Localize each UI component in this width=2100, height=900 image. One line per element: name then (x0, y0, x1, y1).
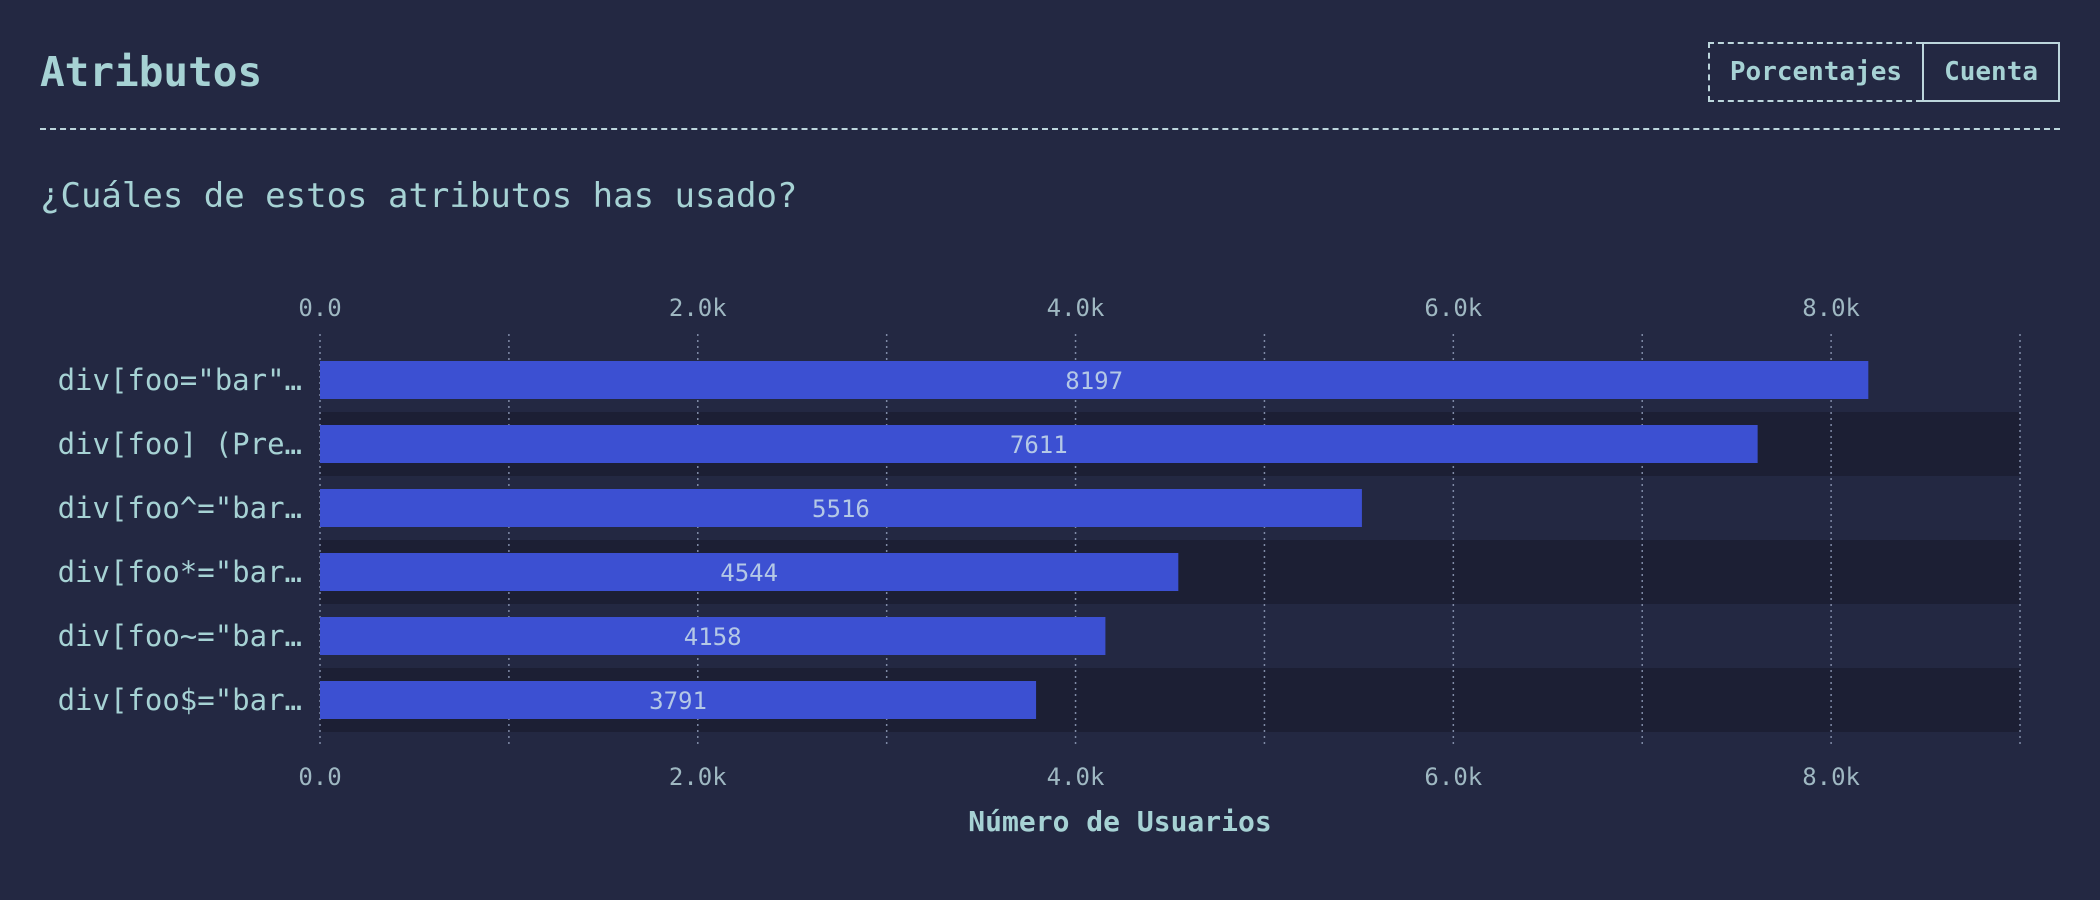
category-label: div[foo*="bar… (58, 555, 302, 589)
bar (320, 553, 1179, 591)
bar-value-label: 4158 (684, 623, 742, 651)
x-tick-label-top: 4.0k (1047, 294, 1105, 322)
count-toggle-button[interactable]: Cuenta (1922, 42, 2060, 102)
percentages-toggle-button[interactable]: Porcentajes (1707, 42, 1923, 102)
labels: 0.0 0.0 2.0k 2.0k 4.0k 4.0k 6.0k 6.0k 8.0k 8.0k 81… (58, 294, 1861, 838)
x-tick-label-top: 0.0 (298, 294, 341, 322)
bar (320, 617, 1106, 655)
x-axis-title: Número de Usuarios (968, 805, 1271, 838)
bar (320, 681, 1037, 719)
bar-chart: 0.0 0.0 2.0k 2.0k 4.0k 4.0k 6.0k 6.0k 8.0k 8.0k 81… (58, 294, 2021, 838)
bar (320, 361, 1869, 399)
category-label: div[foo="bar"… (58, 363, 302, 397)
x-tick-label-top: 6.0k (1424, 294, 1482, 322)
bar-value-label: 5516 (812, 495, 870, 523)
bar-value-label: 4544 (720, 559, 778, 587)
category-label: div[foo^="bar… (58, 491, 302, 525)
bars (320, 361, 1869, 719)
bar (320, 425, 1758, 463)
x-tick-label-bottom: 6.0k (1424, 763, 1482, 791)
bar-value-label: 7611 (1010, 431, 1068, 459)
x-tick-label-bottom: 4.0k (1047, 763, 1105, 791)
gridlines (319, 334, 2021, 746)
category-label: div[foo$="bar… (58, 683, 302, 717)
x-tick-label-bottom: 0.0 (298, 763, 341, 791)
bar (320, 489, 1362, 527)
bar-value-label: 8197 (1065, 367, 1123, 395)
x-tick-label-bottom: 2.0k (669, 763, 727, 791)
view-toggle: Porcentajes Cuenta (1707, 42, 2060, 102)
question-text: ¿Cuáles de estos atributos has usado? (40, 176, 798, 216)
x-tick-label-top: 2.0k (669, 294, 727, 322)
header: Atributos Porcentajes Cuenta (40, 40, 2060, 130)
category-label: div[foo~="bar… (58, 619, 302, 653)
bar-value-label: 3791 (649, 687, 707, 715)
x-tick-label-bottom: 8.0k (1802, 763, 1860, 791)
category-label: div[foo] (Pre… (58, 427, 302, 461)
page-title: Atributos (40, 48, 263, 96)
x-tick-label-top: 8.0k (1802, 294, 1860, 322)
